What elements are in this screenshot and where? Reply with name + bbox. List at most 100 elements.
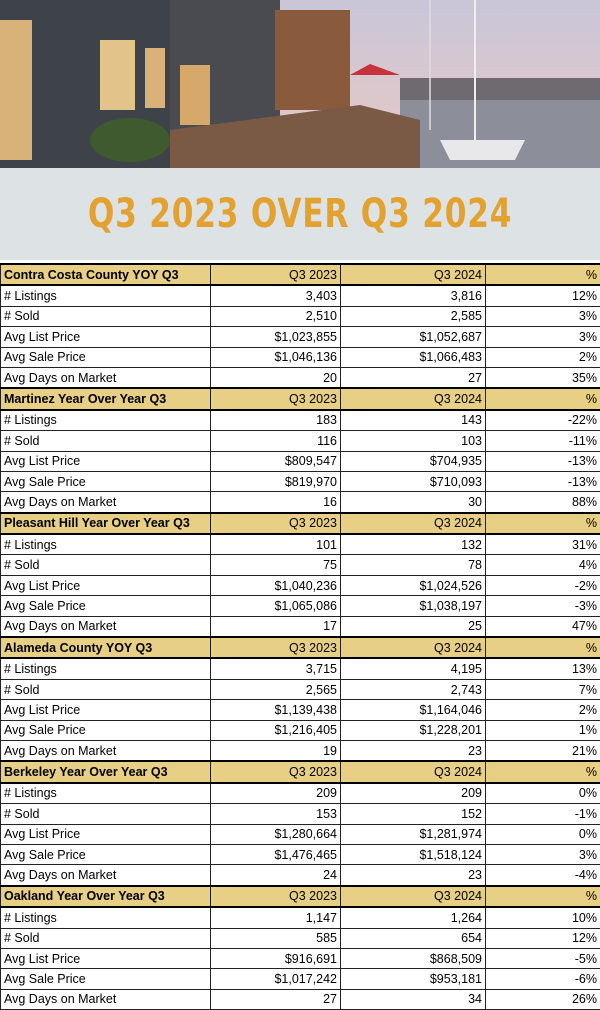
cell: $1,046,136	[211, 347, 341, 367]
cell: 31%	[486, 534, 600, 555]
row-label: Berkeley Year Over Year Q3	[1, 761, 211, 782]
row-label: # Listings	[1, 783, 211, 804]
cell: 4%	[486, 555, 600, 575]
cell: 3,816	[341, 285, 486, 306]
cell: 1,147	[211, 907, 341, 928]
row-label: Avg Sale Price	[1, 969, 211, 989]
cell: %	[486, 264, 600, 285]
row-label: Avg List Price	[1, 700, 211, 720]
cell: 25	[341, 616, 486, 637]
cell: 0%	[486, 783, 600, 804]
cell: 16	[211, 492, 341, 513]
row-label: Avg Sale Price	[1, 720, 211, 740]
cell: Q3 2023	[211, 637, 341, 658]
cell: %	[486, 388, 600, 409]
row-label: Avg Days on Market	[1, 740, 211, 761]
cell: -3%	[486, 596, 600, 616]
row-label: Avg Days on Market	[1, 616, 211, 637]
cell: 3,715	[211, 658, 341, 679]
cell: 116	[211, 431, 341, 451]
row-label: Contra Costa County YOY Q3	[1, 264, 211, 285]
cell: 13%	[486, 658, 600, 679]
cell: -6%	[486, 969, 600, 989]
cell: -22%	[486, 410, 600, 431]
row-label: # Sold	[1, 306, 211, 326]
data-row: Avg Sale Price$819,970$710,093-13%	[1, 471, 600, 491]
cell: 23	[341, 865, 486, 886]
cell: 2%	[486, 347, 600, 367]
cell: 101	[211, 534, 341, 555]
cell: $1,281,974	[341, 824, 486, 844]
cell: 78	[341, 555, 486, 575]
cell: 17	[211, 616, 341, 637]
row-label: # Listings	[1, 907, 211, 928]
cell: 153	[211, 804, 341, 824]
cell: -13%	[486, 451, 600, 471]
row-label: Martinez Year Over Year Q3	[1, 388, 211, 409]
row-label: Avg List Price	[1, 824, 211, 844]
cell: $1,228,201	[341, 720, 486, 740]
row-label: Oakland Year Over Year Q3	[1, 886, 211, 907]
row-label: Pleasant Hill Year Over Year Q3	[1, 513, 211, 534]
cell: 2,743	[341, 679, 486, 699]
cell: 2,565	[211, 679, 341, 699]
row-label: # Listings	[1, 658, 211, 679]
row-label: Avg Days on Market	[1, 989, 211, 1009]
cell: 24	[211, 865, 341, 886]
cell: 27	[211, 989, 341, 1009]
cell: 585	[211, 928, 341, 948]
cell: Q3 2024	[341, 513, 486, 534]
cell: -5%	[486, 948, 600, 968]
cell: 103	[341, 431, 486, 451]
cell: $704,935	[341, 451, 486, 471]
cell: $1,066,483	[341, 347, 486, 367]
row-label: Avg Days on Market	[1, 492, 211, 513]
data-row: Avg List Price$809,547$704,935-13%	[1, 451, 600, 471]
cell: 0%	[486, 824, 600, 844]
cell: 21%	[486, 740, 600, 761]
cell: $1,476,465	[211, 844, 341, 864]
cell: -1%	[486, 804, 600, 824]
row-label: # Listings	[1, 534, 211, 555]
row-label: Avg List Price	[1, 575, 211, 595]
cell: Q3 2024	[341, 388, 486, 409]
row-label: # Sold	[1, 431, 211, 451]
cell: 3,403	[211, 285, 341, 306]
cell: 152	[341, 804, 486, 824]
cell: $1,139,438	[211, 700, 341, 720]
row-label: Avg Sale Price	[1, 347, 211, 367]
cell: 12%	[486, 285, 600, 306]
cell: $953,181	[341, 969, 486, 989]
cell: 209	[211, 783, 341, 804]
cell: $1,023,855	[211, 327, 341, 347]
title-band: Q3 2023 OVER Q3 2024	[0, 168, 600, 260]
cell: $1,052,687	[341, 327, 486, 347]
cell: $1,065,086	[211, 596, 341, 616]
cell: $710,093	[341, 471, 486, 491]
cell: %	[486, 761, 600, 782]
row-label: # Listings	[1, 285, 211, 306]
cell: %	[486, 513, 600, 534]
cell: Q3 2024	[341, 264, 486, 285]
cell: $1,040,236	[211, 575, 341, 595]
cell: 12%	[486, 928, 600, 948]
cell: %	[486, 637, 600, 658]
row-label: # Sold	[1, 928, 211, 948]
